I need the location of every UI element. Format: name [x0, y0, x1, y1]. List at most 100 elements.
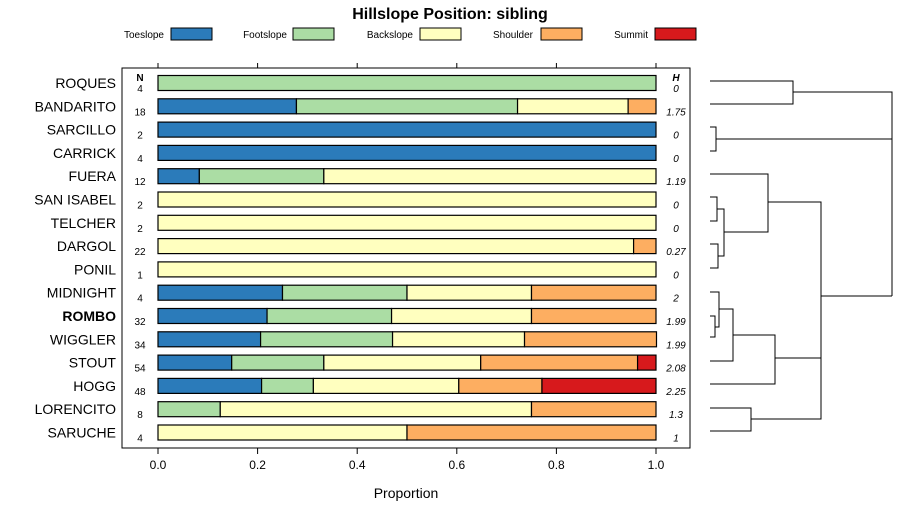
bar-segment-shoulder: [627, 98, 657, 115]
row-h-value: 1.75: [666, 107, 686, 118]
bar-segment-backslope: [406, 284, 533, 301]
bar-segment-shoulder: [530, 307, 657, 325]
dendrogram-branch: [793, 91, 893, 296]
row-h-value: 0: [673, 131, 679, 142]
bar-segment-footslope: [198, 168, 325, 185]
x-tick-label: 0.4: [349, 458, 366, 472]
bar-segment-backslope: [157, 261, 657, 278]
row-label: SAN ISABEL: [34, 192, 116, 208]
row-label: FUERA: [69, 168, 117, 184]
row-label: BANDARITO: [35, 98, 117, 114]
row-n-count: 22: [134, 247, 146, 258]
row-fuera: FUERA 12 1.19: [69, 168, 686, 188]
bar-segment-backslope: [323, 168, 657, 185]
bar-segment-shoulder: [480, 354, 639, 371]
row-label: STOUT: [69, 355, 117, 371]
bar-segment-shoulder: [632, 238, 657, 255]
legend-label-footslope: Footslope: [243, 30, 287, 41]
row-lorencito: LORENCITO 8 1.3: [35, 401, 683, 421]
row-h-value: 2: [672, 294, 679, 305]
legend: Toeslope Footslope Backslope Shoulder Summit: [124, 27, 697, 41]
bar-segment-backslope: [323, 354, 482, 371]
legend-swatch-toeslope: [170, 27, 213, 41]
row-label: SARUCHE: [48, 425, 116, 441]
bar-segment-summit: [636, 354, 657, 371]
plot-frame: [121, 67, 691, 449]
h-column-header: H: [672, 73, 680, 84]
bar-segment-toeslope: [157, 377, 263, 394]
dendrogram-branch: [710, 407, 752, 432]
bar-segment-backslope: [390, 307, 533, 325]
dendrogram-branch: [710, 308, 734, 362]
dendrogram-branch: [710, 315, 716, 338]
row-bandarito: BANDARITO 18 1.75: [35, 98, 686, 118]
row-label: ROQUES: [55, 75, 116, 91]
row-h-value: 0: [673, 201, 679, 212]
row-n-count: 54: [134, 364, 146, 375]
row-sarcillo: SARCILLO 2 0: [47, 121, 679, 142]
dendrogram-branch: [710, 243, 719, 269]
row-label: PONIL: [74, 261, 116, 277]
row-h-value: 0: [673, 270, 679, 281]
bar-segment-footslope: [157, 74, 657, 92]
bar-segment-shoulder: [458, 377, 543, 394]
row-san-isabel: SAN ISABEL 2 0: [34, 191, 679, 212]
legend-swatch-summit: [654, 27, 697, 41]
row-label: TELCHER: [51, 215, 116, 231]
bar-segment-shoulder: [406, 424, 657, 441]
row-h-value: 2.08: [665, 364, 686, 375]
bar-segment-footslope: [266, 307, 393, 325]
bar-segment-toeslope: [157, 168, 200, 185]
bar-segment-footslope: [157, 401, 221, 418]
legend-swatch-backslope: [419, 27, 462, 41]
bar-segment-backslope: [219, 401, 533, 418]
dendrogram-branch: [751, 318, 822, 420]
bar-segment-backslope: [157, 214, 657, 231]
row-label: MIDNIGHT: [47, 285, 117, 301]
row-h-value: 0: [673, 224, 679, 235]
row-n-count: 18: [134, 107, 146, 118]
row-h-value: 1.19: [666, 177, 686, 188]
row-rombo: ROMBO 32 1.99: [62, 307, 686, 328]
dendrogram-branch: [710, 196, 718, 222]
bar-segment-backslope: [157, 191, 657, 208]
bar-segment-backslope: [391, 331, 526, 348]
row-label: SARCILLO: [47, 122, 116, 138]
x-axis: 0.0 0.2 0.4 0.6 0.8 1.0: [150, 63, 665, 472]
x-tick-label: 0.2: [249, 458, 266, 472]
x-tick-label: 0.6: [448, 458, 465, 472]
legend-label-shoulder: Shoulder: [493, 30, 534, 41]
row-carrick: CARRICK 4 0: [53, 144, 679, 165]
row-n-count: 4: [137, 84, 143, 95]
row-stout: STOUT 54 2.08: [69, 354, 686, 375]
row-label: CARRICK: [53, 145, 117, 161]
row-n-count: 8: [137, 410, 143, 421]
bar-segment-backslope: [157, 424, 408, 441]
row-midnight: MIDNIGHT 4 2: [47, 284, 679, 305]
bar-segment-backslope: [516, 98, 629, 115]
dendrogram-branch: [768, 201, 822, 318]
bar-segment-footslope: [231, 354, 325, 371]
row-h-value: 0: [673, 154, 679, 165]
row-n-count: 4: [137, 154, 143, 165]
dendrogram-branch: [710, 126, 717, 152]
bar-segment-footslope: [281, 284, 408, 301]
row-h-value: 1.99: [666, 340, 686, 351]
x-tick-label: 0.8: [548, 458, 565, 472]
bar-segment-footslope: [295, 98, 519, 115]
row-label: DARGOL: [57, 238, 116, 254]
row-n-count: 34: [134, 340, 146, 351]
row-label: ROMBO: [62, 308, 116, 324]
chart-title: Hillslope Position: sibling: [352, 6, 548, 23]
row-n-count: 12: [134, 177, 146, 188]
legend-label-summit: Summit: [614, 30, 648, 41]
bar-segment-footslope: [260, 377, 314, 394]
row-n-count: 2: [137, 131, 143, 142]
n-column-header: N: [136, 73, 143, 84]
row-roques: ROQUES 4 0: [55, 74, 679, 95]
row-n-count: 48: [134, 387, 146, 398]
row-h-value: 1.3: [669, 410, 683, 421]
bar-segment-toeslope: [157, 354, 233, 371]
